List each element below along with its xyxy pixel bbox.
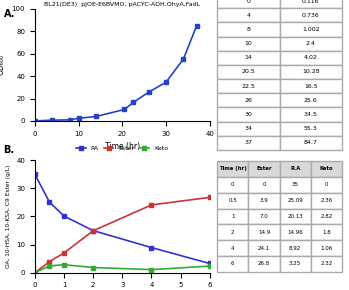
Keto [33,271,37,274]
RA [149,246,154,249]
Text: A.: A. [3,9,15,19]
Keto [47,264,52,268]
RA [47,200,52,204]
RA [33,173,37,176]
Keto [208,264,212,268]
Keto [91,266,95,269]
Ester [149,203,154,207]
Y-axis label: OA, 10-HSA, 10-KSA, C9 Ester (g/L): OA, 10-HSA, 10-KSA, C9 Ester (g/L) [6,165,10,268]
RA [62,214,66,218]
Ester [91,229,95,233]
Line: RA: RA [33,173,211,265]
Y-axis label: OD₆₀₀: OD₆₀₀ [0,54,6,75]
Ester [47,260,52,263]
Legend: RA, Ester, Keto: RA, Ester, Keto [74,143,171,154]
Text: B.: B. [3,145,15,155]
Line: Ester: Ester [33,196,211,274]
Keto [149,268,154,271]
Ester [208,196,212,199]
Ester [62,251,66,255]
X-axis label: Time (hr): Time (hr) [105,142,140,151]
Ester [33,271,37,274]
Title: BL21(DE3)  pJOE-E6BVMO, pACYC-ADH,OhyA,FadL: BL21(DE3) pJOE-E6BVMO, pACYC-ADH,OhyA,Fa… [44,2,200,7]
RA [208,262,212,265]
Line: Keto: Keto [33,263,211,274]
RA [91,229,95,232]
Keto [62,263,66,267]
